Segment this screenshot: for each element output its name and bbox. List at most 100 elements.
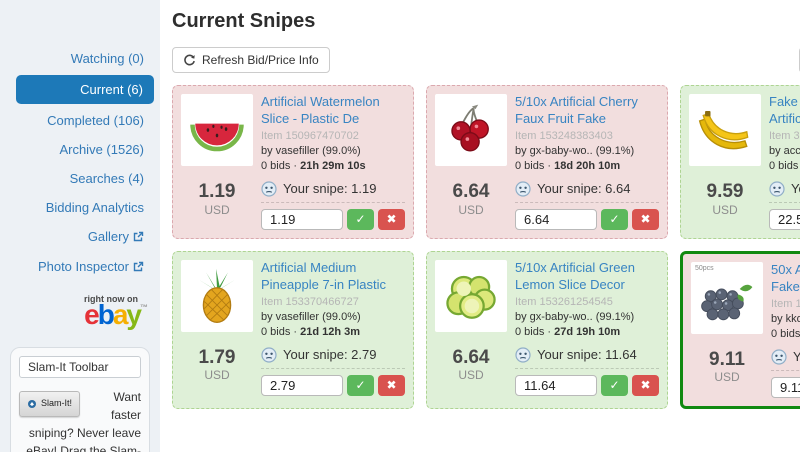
neutral-face-icon [515, 181, 531, 197]
time-left: 21d 12h 3m [300, 325, 361, 338]
bids-time-line: 0 bids · 21d 12h 3m [261, 325, 361, 338]
bid-edit-row: ✓ ✖ [515, 201, 659, 230]
sidebar-item-bidding-analytics[interactable]: Bidding Analytics [45, 200, 144, 215]
neutral-face-icon [769, 181, 785, 197]
snipe-status-line: Your snipe: 6.64 [515, 181, 659, 197]
confirm-bid-button[interactable]: ✓ [347, 374, 374, 396]
time-left: 27d 19h 10m [554, 325, 621, 338]
currency-label: USD [204, 202, 230, 217]
bid-amount-input[interactable] [771, 376, 800, 398]
sidebar-item-gallery[interactable]: Gallery [0, 222, 160, 252]
sidebar-item-watching[interactable]: Watching (0) [70, 51, 144, 66]
sidebar-item-current[interactable]: Current (6) [16, 75, 154, 104]
sidebar-item-completed[interactable]: Completed (106) [47, 113, 144, 128]
bids-time-line: 0 bids · 28d 07h 6m [771, 327, 800, 340]
ebay-promo: right now on ebay™ [0, 282, 160, 329]
snipe-card-highlighted: 50pcs 50x Artificial Blueberry Fake Frui… [680, 250, 800, 409]
current-price-block: 9.11 USD [691, 349, 763, 398]
current-price: 9.59 [706, 180, 744, 202]
ebay-logo[interactable]: ebay™ [84, 299, 148, 330]
slamit-text: Want faster sniping? Never leave eBay! D… [26, 390, 141, 452]
page-title: Current Snipes [172, 10, 316, 32]
time-left: 21h 29m 10s [300, 159, 366, 172]
sidebar: Watching (0) Current (6) Completed (106)… [0, 0, 160, 452]
item-photo[interactable]: 50pcs [691, 261, 763, 334]
check-icon: ✓ [609, 212, 620, 227]
slamit-badge-icon [28, 399, 36, 408]
snipe-status-line: Your snipe: 22.59 [769, 181, 800, 197]
sidebar-item-archive[interactable]: Archive (1526) [59, 142, 144, 157]
confirm-bid-button[interactable]: ✓ [601, 374, 628, 396]
bid-amount-input[interactable] [261, 208, 343, 230]
currency-label: USD [458, 368, 484, 383]
item-number: Item 153261254545 [515, 295, 613, 308]
item-photo[interactable] [181, 259, 253, 332]
cancel-snipe-button[interactable]: ✖ [632, 208, 659, 230]
item-title-link[interactable]: Artificial Medium Pineapple 7-in Plastic [261, 259, 387, 292]
pineapple-icon [198, 268, 236, 323]
bid-amount-input[interactable] [515, 374, 597, 396]
sidebar-item-label: Photo Inspector [37, 259, 129, 274]
cancel-snipe-button[interactable]: ✖ [378, 374, 405, 396]
item-title-link[interactable]: 5/10x Artificial Green Lemon Slice Decor [515, 259, 635, 292]
slamit-title: Slam-It Toolbar [19, 356, 141, 378]
item-title-link[interactable]: Artificial Watermelon Slice - Plastic De [261, 94, 380, 126]
bid-amount-input[interactable] [769, 208, 800, 230]
check-icon: ✓ [609, 378, 620, 393]
ebay-tagline: right now on [84, 294, 138, 304]
snipe-status-line: Your snipe: 1.19 [261, 181, 405, 197]
refresh-icon [184, 54, 195, 65]
current-price: 6.64 [452, 180, 490, 202]
current-price: 1.19 [198, 180, 236, 202]
refresh-bid-price-button[interactable]: Refresh Bid/Price Info [172, 47, 330, 73]
confirm-bid-button[interactable]: ✓ [601, 208, 628, 230]
item-photo[interactable] [435, 94, 507, 166]
snipe-card: 5/10x Artificial Cherry Faux Fruit Fake … [426, 85, 668, 239]
item-number: Item 153248383403 [515, 129, 613, 142]
neutral-face-icon [515, 346, 531, 363]
item-title-link[interactable]: 5/10x Artificial Cherry Faux Fruit Fake [515, 94, 638, 126]
cancel-snipe-button[interactable]: ✖ [378, 208, 405, 230]
bids-time-line: 0 bids · 18d 20h 10m [515, 159, 621, 172]
item-photo[interactable] [181, 94, 253, 166]
item-photo[interactable] [689, 94, 761, 166]
snipe-card: 5/10x Artificial Green Lemon Slice Decor… [426, 250, 668, 409]
seller-info: by gx-baby-wo.. (99.1%) [515, 310, 635, 323]
cross-icon: ✖ [386, 378, 397, 393]
bid-amount-input[interactable] [261, 374, 343, 396]
external-link-icon [133, 230, 144, 245]
snipe-amount-label: Your snipe: 1.19 [283, 181, 377, 197]
photo-caption: 50pcs [695, 264, 714, 272]
currency-label: USD [712, 202, 738, 217]
item-title-link[interactable]: 50x Artificial Blueberry Fake Fruit Blue [771, 261, 800, 294]
sidebar-item-photo-inspector[interactable]: Photo Inspector [0, 252, 160, 282]
external-link-icon [133, 260, 144, 275]
cancel-snipe-button[interactable]: ✖ [632, 374, 659, 396]
seller-info: by vasefiller (99.0%) [261, 310, 361, 323]
time-left: 18d 20h 10m [554, 159, 621, 172]
sidebar-item-searches[interactable]: Searches (4) [69, 171, 144, 186]
current-price-block: 6.64 USD [435, 181, 507, 230]
current-price-block: 6.64 USD [435, 347, 507, 396]
toolbar: Refresh Bid/Price Info Grid List [172, 47, 800, 73]
item-number: Item 150967470702 [261, 129, 359, 142]
blueberry-icon [701, 284, 753, 320]
bids-time-line: 0 bids · 18d 23h 42m [769, 159, 799, 172]
snipe-card: Fake Fruit Bananas Artificial Plastic Ba… [680, 85, 800, 239]
item-number: Item 372830482908 [769, 129, 800, 142]
check-icon: ✓ [355, 378, 366, 393]
bid-edit-row: ✓ ✖ [261, 367, 405, 396]
snipe-amount-label: Your snipe: 6.64 [537, 181, 631, 197]
bids-time-line: 0 bids · 21h 29m 10s [261, 159, 366, 172]
snipe-status-line: Your snipe: 11.64 [515, 346, 659, 363]
bid-amount-input[interactable] [515, 208, 597, 230]
slamit-drag-badge[interactable]: Slam-It! [19, 391, 81, 417]
snipe-card: Artificial Watermelon Slice - Plastic De… [172, 85, 414, 239]
bid-edit-row: ✓ ✖ [261, 201, 405, 230]
item-photo[interactable] [435, 259, 507, 332]
item-title-link[interactable]: Fake Fruit Bananas Artificial Plastic Ba [769, 94, 800, 126]
confirm-bid-button[interactable]: ✓ [347, 208, 374, 230]
neutral-face-icon [261, 346, 277, 363]
snipe-card-grid: Artificial Watermelon Slice - Plastic De… [172, 85, 800, 409]
